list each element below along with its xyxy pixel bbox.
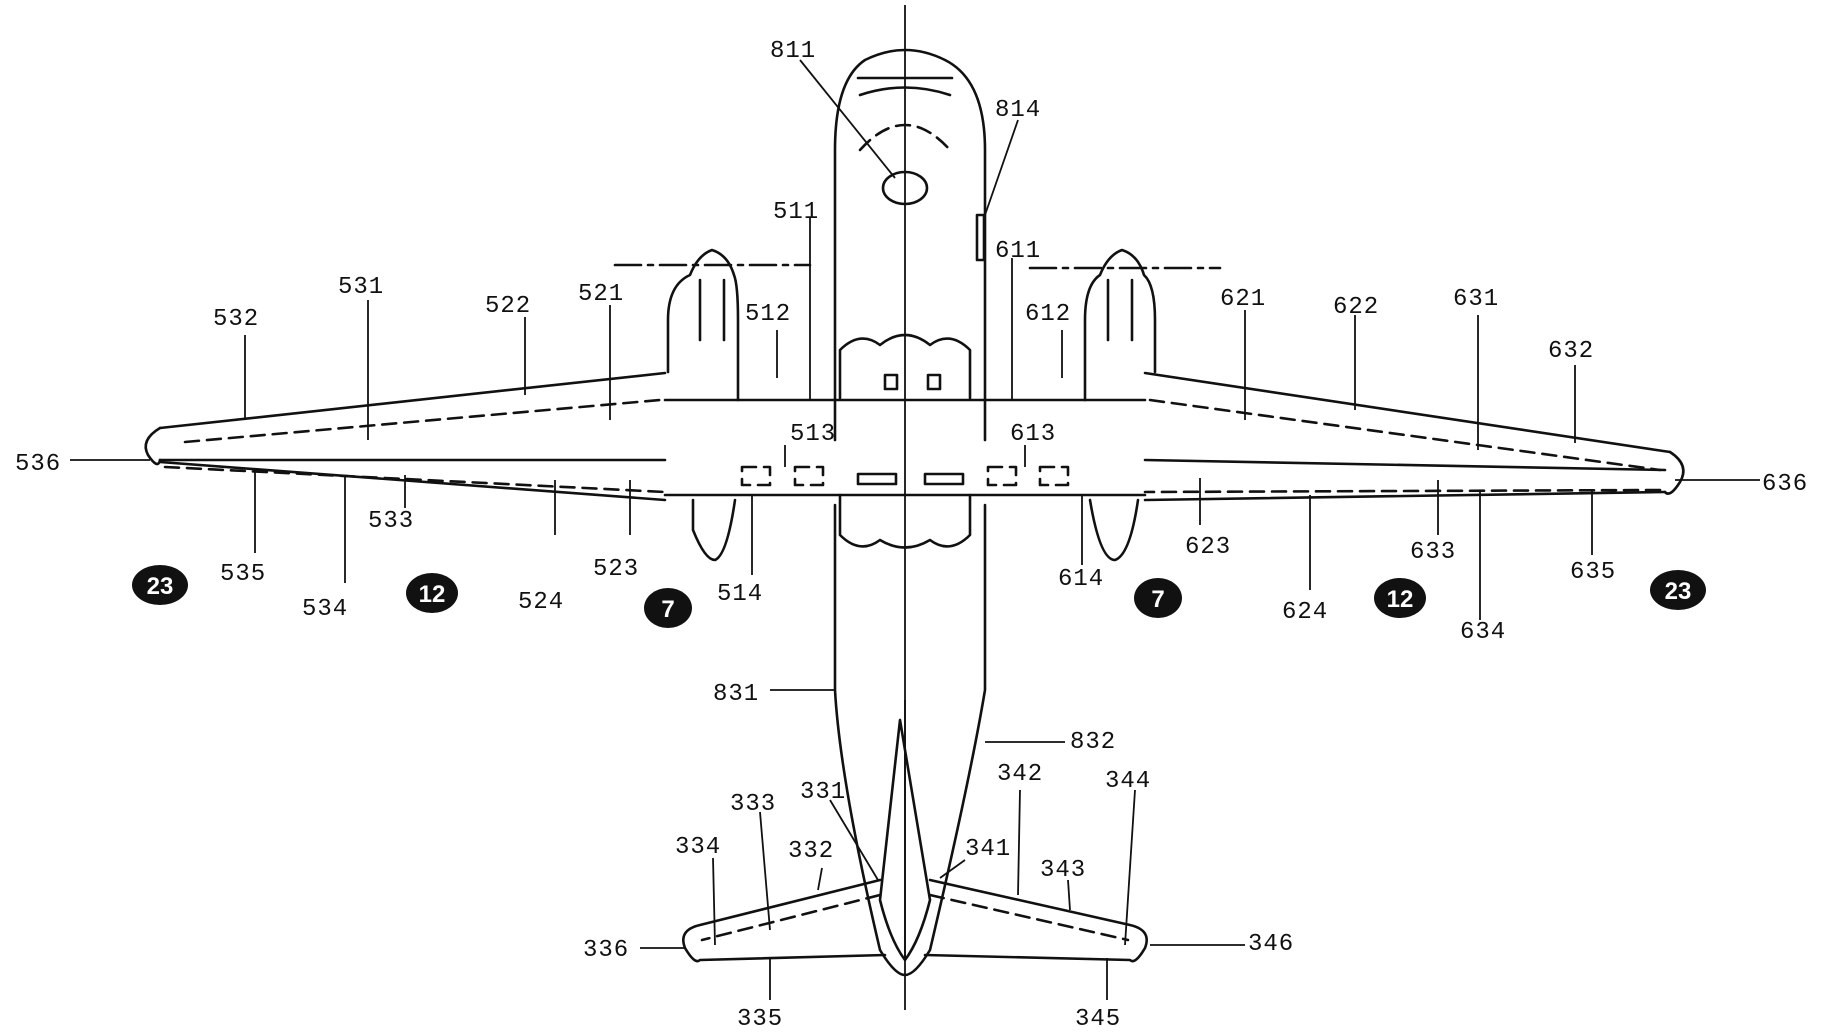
label-343: 343	[1040, 857, 1086, 884]
label-523: 523	[593, 556, 639, 583]
label-622: 622	[1333, 294, 1379, 321]
label-621: 621	[1220, 286, 1266, 313]
zone-marker-7-right: 7	[1134, 578, 1182, 618]
label-341: 341	[965, 836, 1011, 863]
zone-marker-23-right: 23	[1650, 570, 1706, 610]
label-514: 514	[717, 581, 763, 608]
wings	[144, 333, 1685, 549]
svg-text:23: 23	[147, 573, 174, 600]
label-521: 521	[578, 281, 624, 308]
label-511: 511	[773, 199, 819, 226]
label-513: 513	[790, 421, 836, 448]
fuselage	[833, 5, 987, 1010]
label-344: 344	[1105, 768, 1151, 795]
label-332: 332	[788, 838, 834, 865]
label-636: 636	[1762, 471, 1808, 498]
label-534: 534	[302, 596, 348, 623]
zone-marker-23-left: 23	[132, 565, 188, 605]
leader-lines	[70, 59, 1760, 1000]
label-522: 522	[485, 293, 531, 320]
label-333: 333	[730, 791, 776, 818]
zone-marker-7-left: 7	[644, 588, 692, 628]
label-614: 614	[1058, 566, 1104, 593]
label-531: 531	[338, 274, 384, 301]
svg-text:7: 7	[1151, 586, 1164, 613]
label-342: 342	[997, 761, 1043, 788]
label-831: 831	[713, 681, 759, 708]
svg-text:23: 23	[1665, 578, 1692, 605]
label-533: 533	[368, 508, 414, 535]
label-524: 524	[518, 589, 564, 616]
label-624: 624	[1282, 599, 1328, 626]
horizontal-stabilizer	[682, 878, 1148, 963]
label-634: 634	[1460, 619, 1506, 646]
label-334: 334	[675, 834, 721, 861]
label-611: 611	[995, 238, 1041, 265]
engines	[613, 248, 1222, 562]
label-512: 512	[745, 301, 791, 328]
svg-text:12: 12	[419, 581, 446, 608]
label-635: 635	[1570, 559, 1616, 586]
label-335: 335	[737, 1006, 783, 1033]
label-814: 814	[995, 97, 1041, 124]
label-631: 631	[1453, 286, 1499, 313]
label-336: 336	[583, 937, 629, 964]
label-623: 623	[1185, 534, 1231, 561]
svg-text:12: 12	[1387, 586, 1414, 613]
label-345: 345	[1075, 1006, 1121, 1033]
label-535: 535	[220, 561, 266, 588]
svg-text:7: 7	[661, 596, 674, 623]
label-612: 612	[1025, 301, 1071, 328]
label-811: 811	[770, 38, 816, 65]
callout-labels: 811 814 511 611 512 612 513 613 514 614 …	[15, 38, 1808, 1033]
label-331: 331	[800, 779, 846, 806]
label-632: 632	[1548, 338, 1594, 365]
label-536: 536	[15, 451, 61, 478]
label-613: 613	[1010, 421, 1056, 448]
zone-marker-12-right: 12	[1374, 578, 1426, 618]
label-532: 532	[213, 306, 259, 333]
label-346: 346	[1248, 931, 1294, 958]
label-832: 832	[1070, 729, 1116, 756]
label-633: 633	[1410, 539, 1456, 566]
zone-marker-12-left: 12	[406, 573, 458, 613]
